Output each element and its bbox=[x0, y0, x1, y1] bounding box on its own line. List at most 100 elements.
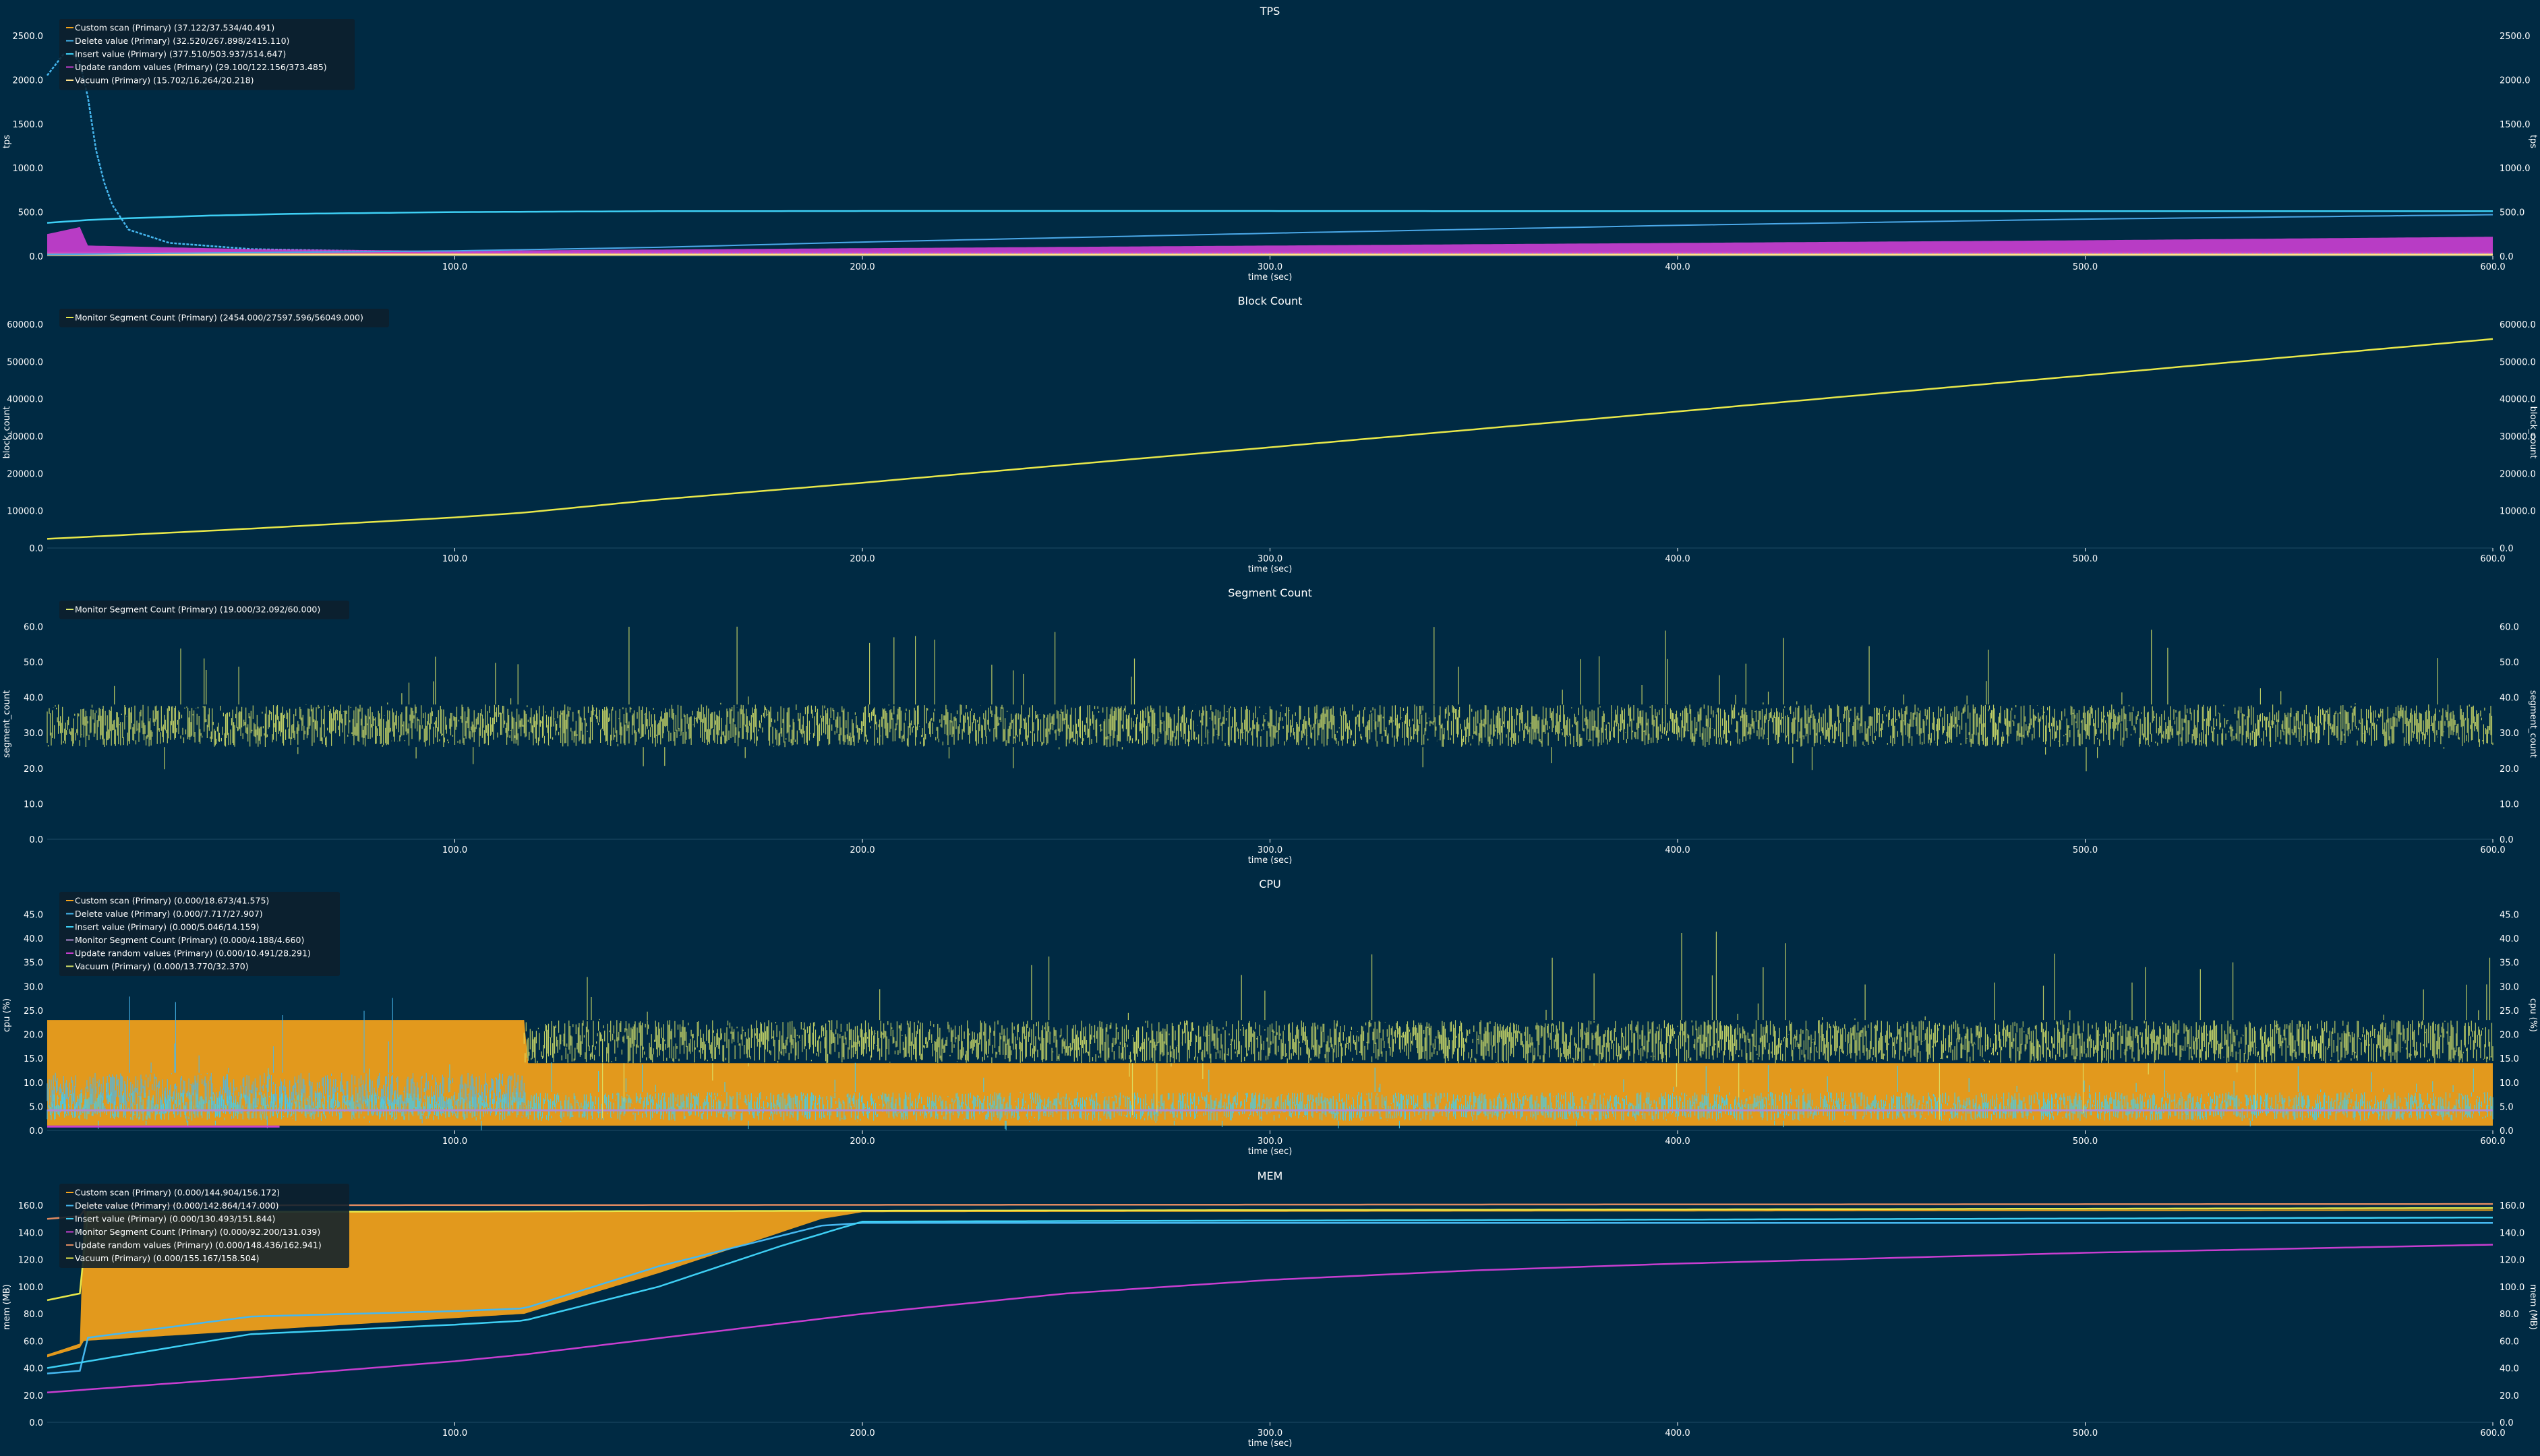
y-tick-label-left: 30000.0 bbox=[7, 432, 43, 442]
y-tick-label-left: 25.0 bbox=[24, 1006, 43, 1017]
series-5-trace bbox=[523, 932, 2493, 1120]
y-tick-label-left: 10.0 bbox=[24, 799, 43, 810]
y-tick-label-left: 500.0 bbox=[18, 208, 43, 218]
y-tick-label-right: 40000.0 bbox=[2500, 395, 2536, 405]
x-tick-label: 100.0 bbox=[442, 262, 467, 272]
x-tick-label: 600.0 bbox=[2480, 1136, 2505, 1147]
y-tick-label-left: 5.0 bbox=[29, 1102, 43, 1112]
y-axis-label-right: mem (MB) bbox=[2528, 1284, 2538, 1330]
chart-mem: MEM 100.0 200.0 300.0 400.0 500.0 600.0 time (s… bbox=[2, 1170, 2538, 1449]
series-group bbox=[47, 626, 2493, 772]
y-tick-label-right: 20.0 bbox=[2500, 764, 2519, 775]
y-tick-label-left: 0.0 bbox=[29, 1418, 43, 1428]
chart-title: Segment Count bbox=[1228, 586, 1312, 599]
legend-entry: Delete value (Primary) (32.520/267.898/2… bbox=[75, 36, 289, 46]
x-tick-label: 200.0 bbox=[850, 1428, 875, 1438]
series-2-line bbox=[47, 210, 2493, 224]
legend: Monitor Segment Count (Primary) (2454.00… bbox=[59, 309, 389, 328]
x-tick-label: 500.0 bbox=[2073, 845, 2098, 855]
y-tick-label-right: 60000.0 bbox=[2500, 320, 2536, 330]
y-tick-label-left: 10.0 bbox=[24, 1079, 43, 1089]
legend-entry: Vacuum (Primary) (0.000/155.167/158.504) bbox=[75, 1253, 259, 1263]
legend: Custom scan (Primary) (0.000/18.673/41.5… bbox=[59, 892, 340, 976]
y-tick-label-left: 1000.0 bbox=[13, 164, 44, 174]
legend-entry: Custom scan (Primary) (37.122/37.534/40.… bbox=[75, 23, 274, 33]
series-0-trace bbox=[47, 626, 2493, 772]
y-tick-label-left: 60000.0 bbox=[7, 320, 43, 330]
y-axis-label-left: tps bbox=[2, 135, 12, 148]
y-tick-label-right: 20.0 bbox=[2500, 1391, 2519, 1401]
y-tick-label-right: 45.0 bbox=[2500, 910, 2519, 920]
y-tick-label-right: 100.0 bbox=[2500, 1283, 2524, 1293]
y-tick-label-right: 0.0 bbox=[2500, 835, 2514, 845]
x-axis-label: time (sec) bbox=[1248, 1438, 1293, 1449]
series-group bbox=[47, 932, 2493, 1130]
y-tick-label-left: 2000.0 bbox=[13, 75, 44, 86]
y-tick-label-right: 30.0 bbox=[2500, 982, 2519, 992]
x-tick-label: 600.0 bbox=[2480, 845, 2505, 855]
x-axis-label: time (sec) bbox=[1248, 855, 1293, 866]
y-tick-label-right: 50.0 bbox=[2500, 658, 2519, 668]
y-axis-label-right: block_count bbox=[2528, 406, 2538, 459]
y-axis-label-right: cpu (%) bbox=[2528, 998, 2538, 1032]
series-1-line bbox=[47, 1222, 2493, 1374]
x-tick-label: 600.0 bbox=[2480, 1428, 2505, 1438]
y-axis-label-right: tps bbox=[2528, 135, 2538, 148]
legend: Custom scan (Primary) (0.000/144.904/156… bbox=[59, 1184, 349, 1268]
legend-entry: Monitor Segment Count (Primary) (2454.00… bbox=[75, 313, 363, 323]
series-group bbox=[47, 52, 2493, 256]
y-tick-label-right: 80.0 bbox=[2500, 1310, 2519, 1320]
y-tick-label-left: 40.0 bbox=[24, 934, 43, 944]
legend-entry: Delete value (Primary) (0.000/142.864/14… bbox=[75, 1201, 279, 1211]
y-axis-label-left: segment_count bbox=[2, 690, 12, 758]
y-tick-label-right: 160.0 bbox=[2500, 1201, 2524, 1211]
series-0-band bbox=[47, 1209, 2493, 1358]
x-tick-label: 400.0 bbox=[1665, 262, 1690, 272]
y-tick-label-left: 0.0 bbox=[29, 835, 43, 845]
x-axis-label: time (sec) bbox=[1248, 564, 1293, 574]
x-tick-label: 100.0 bbox=[442, 845, 467, 855]
y-tick-label-left: 0.0 bbox=[29, 252, 43, 262]
y-tick-label-left: 60.0 bbox=[24, 1337, 43, 1347]
y-axis-label-left: cpu (%) bbox=[2, 998, 12, 1032]
y-axis-label-left: mem (MB) bbox=[2, 1284, 12, 1330]
legend-box bbox=[59, 892, 340, 976]
legend-box bbox=[59, 309, 389, 328]
y-tick-label-right: 30000.0 bbox=[2500, 432, 2536, 442]
legend-entry: Insert value (Primary) (0.000/5.046/14.1… bbox=[75, 922, 259, 932]
y-tick-label-right: 15.0 bbox=[2500, 1054, 2519, 1064]
legend-entry: Update random values (Primary) (0.000/14… bbox=[75, 1240, 322, 1250]
series-group bbox=[47, 338, 2493, 540]
y-tick-label-right: 120.0 bbox=[2500, 1256, 2524, 1266]
x-tick-label: 200.0 bbox=[850, 1136, 875, 1147]
x-tick-label: 400.0 bbox=[1665, 1136, 1690, 1147]
y-tick-label-left: 40.0 bbox=[24, 694, 43, 704]
x-tick-label: 500.0 bbox=[2073, 1136, 2098, 1147]
y-tick-label-right: 0.0 bbox=[2500, 252, 2514, 262]
legend-entry: Monitor Segment Count (Primary) (0.000/4… bbox=[75, 935, 304, 945]
y-tick-label-right: 35.0 bbox=[2500, 959, 2519, 969]
y-tick-label-left: 0.0 bbox=[29, 1126, 43, 1136]
y-tick-label-left: 50.0 bbox=[24, 658, 43, 668]
y-tick-label-left: 45.0 bbox=[24, 910, 43, 920]
legend-entry: Insert value (Primary) (377.510/503.937/… bbox=[75, 49, 286, 59]
x-axis-label: time (sec) bbox=[1248, 272, 1293, 282]
y-tick-label-left: 80.0 bbox=[24, 1310, 43, 1320]
chart-block: Block Count 100.0 200.0 300.0 400.0 500.0 600.… bbox=[2, 295, 2538, 574]
y-tick-label-right: 0.0 bbox=[2500, 1418, 2514, 1428]
y-tick-label-left: 120.0 bbox=[18, 1256, 43, 1266]
x-tick-label: 500.0 bbox=[2073, 1428, 2098, 1438]
x-tick-label: 300.0 bbox=[1258, 845, 1282, 855]
series-2-trace bbox=[47, 1062, 2493, 1130]
x-tick-label: 100.0 bbox=[442, 554, 467, 564]
legend-entry: Vacuum (Primary) (15.702/16.264/20.218) bbox=[75, 75, 254, 86]
y-tick-label-left: 20.0 bbox=[24, 1391, 43, 1401]
x-tick-label: 400.0 bbox=[1665, 554, 1690, 564]
series-2-line bbox=[47, 1216, 2493, 1369]
y-tick-label-right: 20.0 bbox=[2500, 1031, 2519, 1041]
y-tick-label-right: 0.0 bbox=[2500, 544, 2514, 554]
y-axis-label-right: segment_count bbox=[2528, 690, 2538, 758]
x-tick-label: 300.0 bbox=[1258, 554, 1282, 564]
y-tick-label-right: 25.0 bbox=[2500, 1006, 2519, 1017]
